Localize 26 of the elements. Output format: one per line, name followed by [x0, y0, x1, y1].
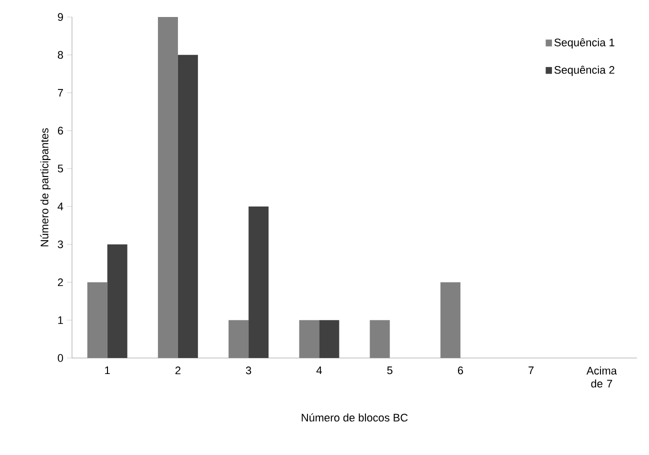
x-tick-label: 2: [175, 366, 180, 374]
y-tick-label: 9: [58, 13, 63, 21]
y-tick-label: 6: [58, 126, 63, 135]
y-tick-label: 0: [58, 354, 64, 362]
y-tick-label: 4: [58, 202, 64, 210]
y-tick-label: 1: [58, 316, 63, 324]
legend-label: Sequência 2: [554, 66, 614, 76]
y-tick-label: 3: [58, 240, 63, 248]
x-axis-title: Número de blocos BC: [302, 413, 408, 422]
bar: [107, 244, 128, 358]
bar: [319, 320, 340, 358]
x-tick-label: 1: [105, 366, 110, 374]
y-tick-label: 5: [58, 164, 64, 172]
x-tick-label: 5: [387, 366, 392, 374]
y-tick-label: 2: [58, 278, 63, 286]
y-tick-label: 8: [58, 51, 63, 59]
x-tick-label: 4: [316, 366, 322, 374]
x-tick-label: 7: [528, 366, 534, 374]
x-tick-label: 3: [246, 366, 252, 374]
x-tick-label: 6: [458, 366, 463, 374]
legend-label: Sequência 1: [554, 38, 614, 48]
y-axis-title: Número de participantes: [40, 128, 51, 246]
bar: [248, 206, 269, 358]
y-tick-label: 7: [58, 89, 63, 97]
x-tick-label: Acima de 7: [586, 366, 617, 388]
bar: [178, 54, 198, 358]
